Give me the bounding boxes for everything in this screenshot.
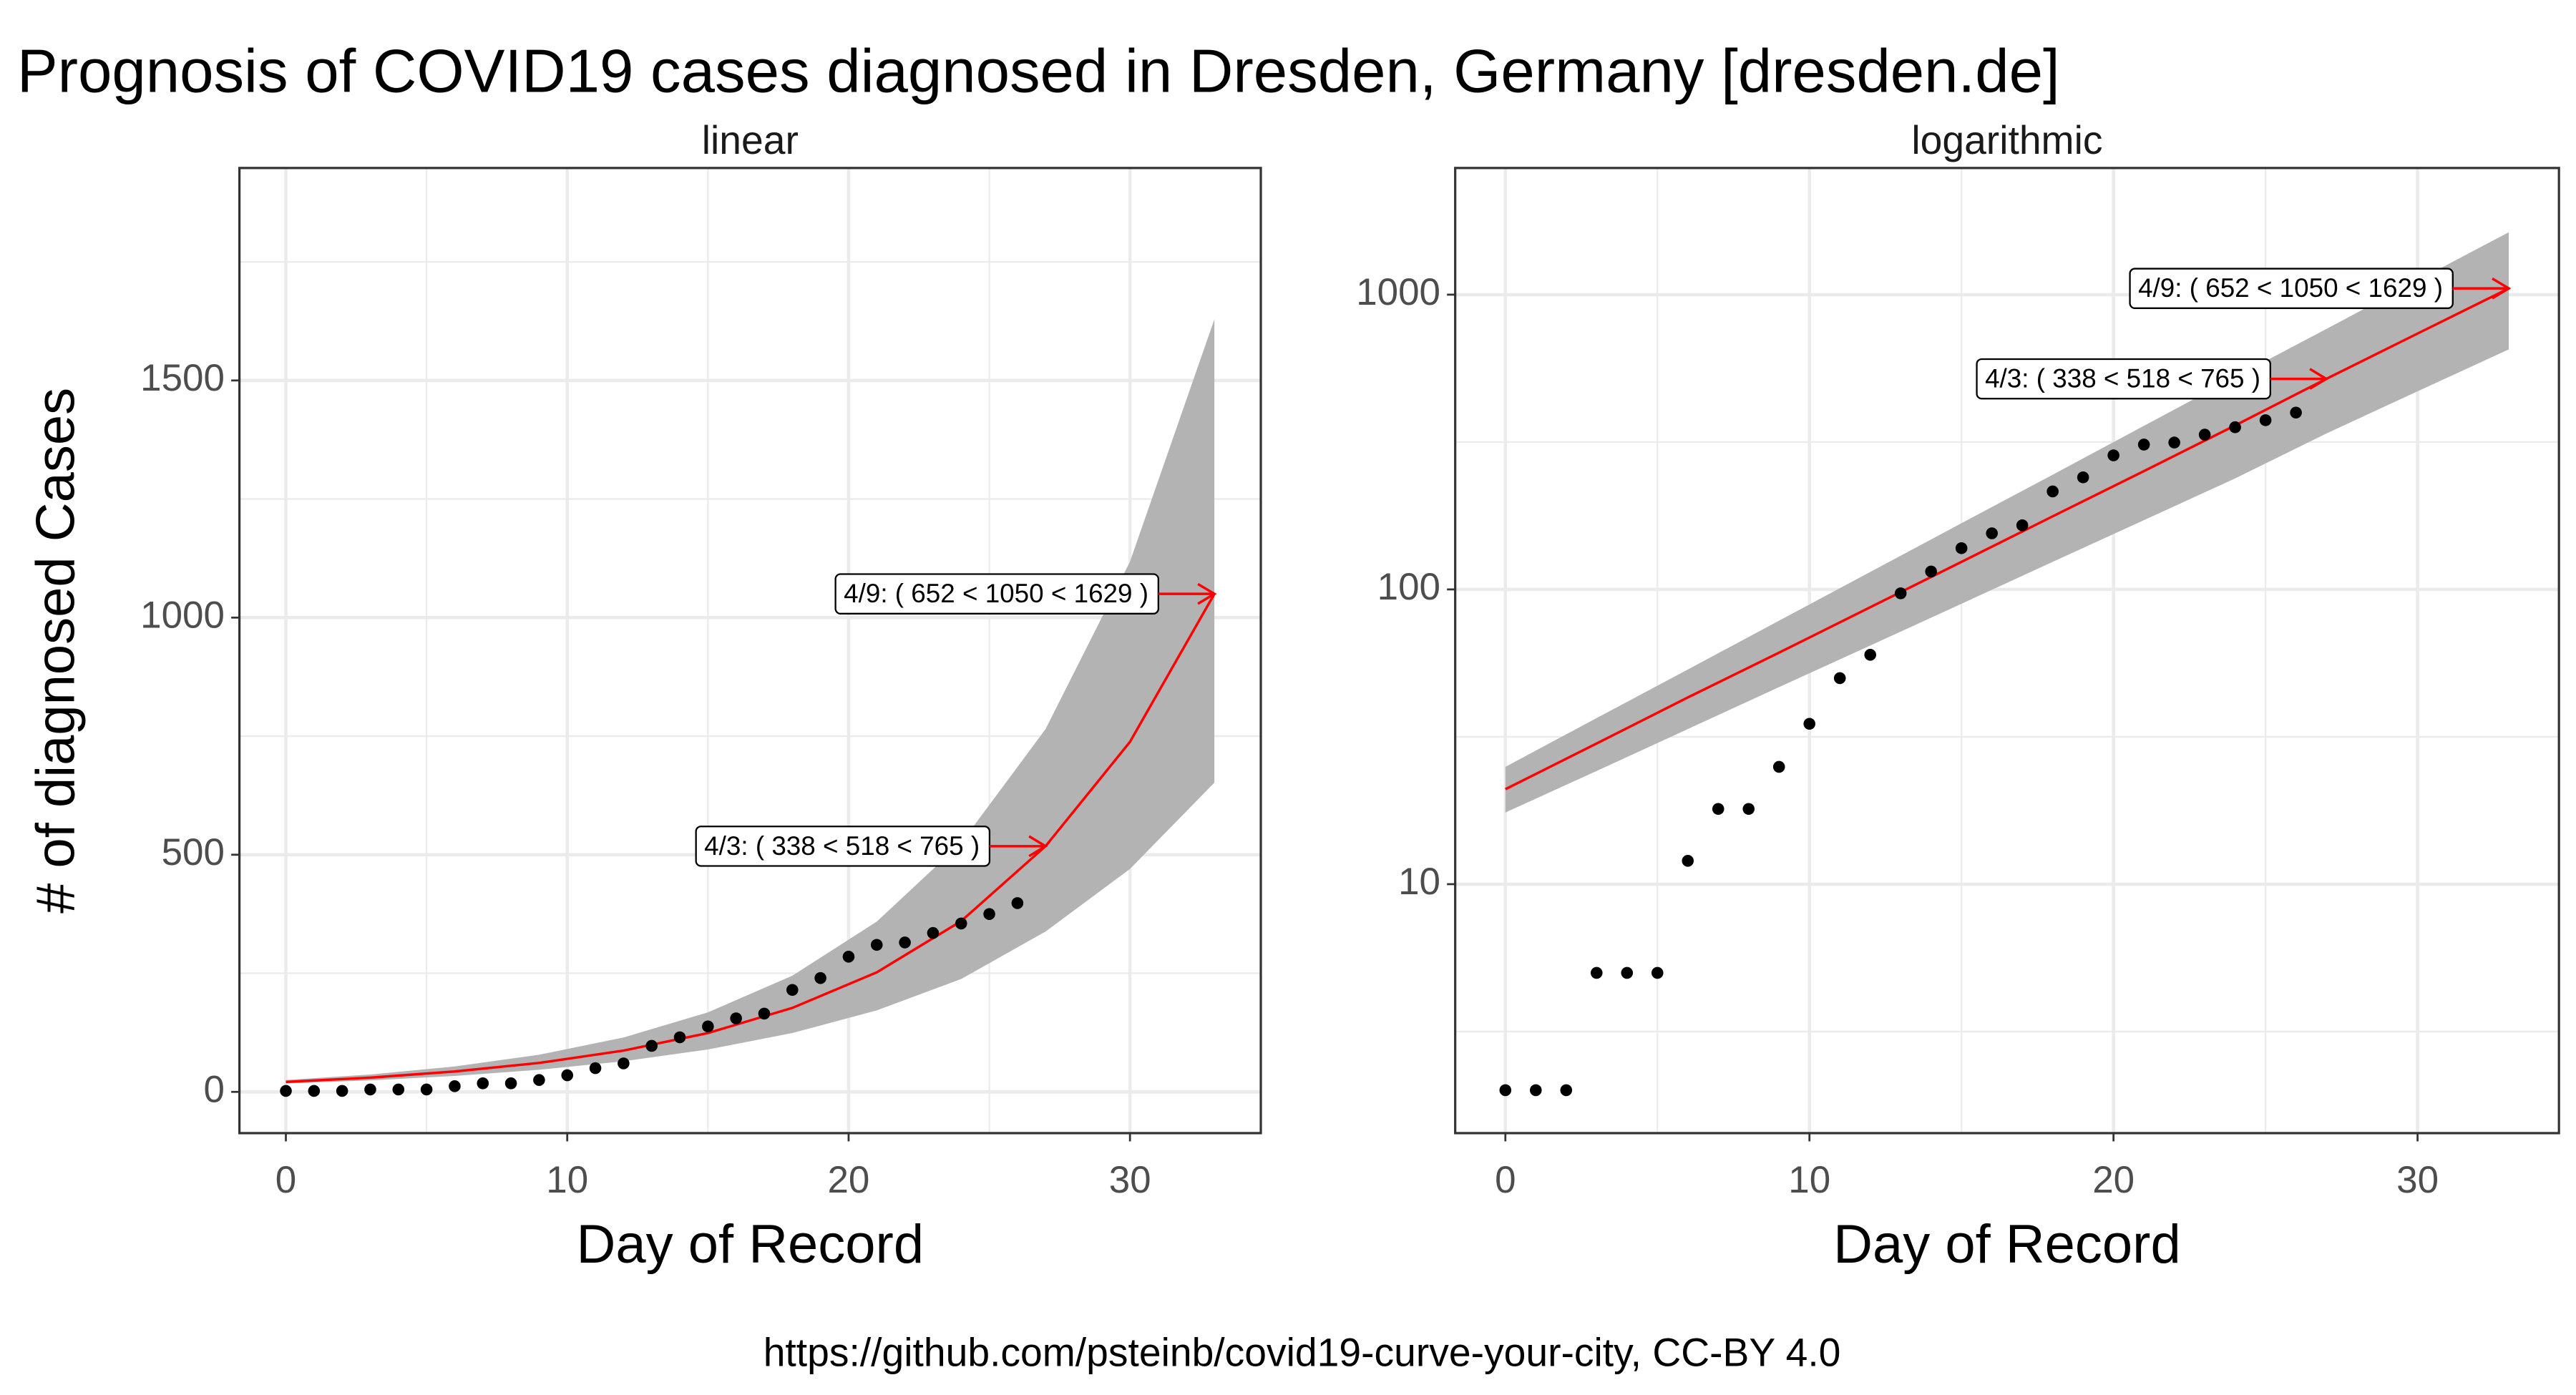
- figure-title: Prognosis of COVID19 cases diagnosed in …: [17, 37, 2060, 105]
- data-point: [2290, 406, 2302, 419]
- arrow-head: [2492, 277, 2512, 300]
- fit-line: [286, 593, 1216, 1084]
- annotation-label: 4/3: ( 338 < 518 < 765 ): [704, 831, 980, 861]
- data-point: [2168, 436, 2180, 449]
- x-tick-label: 20: [2092, 1159, 2135, 1201]
- data-point: [280, 1085, 292, 1097]
- data-point: [1682, 855, 1694, 867]
- data-point: [1925, 565, 1937, 578]
- data-point: [561, 1069, 574, 1082]
- arrow-head: [1028, 835, 1048, 858]
- data-point: [392, 1083, 405, 1096]
- panel-subtitle: logarithmic: [1911, 118, 2102, 162]
- panel-border: [238, 167, 1262, 1135]
- data-point: [364, 1083, 376, 1096]
- confidence-band: [286, 319, 1215, 1084]
- x-tick-label: 30: [1109, 1159, 1151, 1201]
- data-point: [589, 1062, 602, 1075]
- annotation-label: 4/3: ( 338 < 518 < 765 ): [1985, 364, 2260, 393]
- data-point: [477, 1077, 489, 1090]
- caption: https://github.com/psteinb/covid19-curve…: [763, 1330, 1841, 1374]
- data-point: [1712, 803, 1724, 816]
- data-point: [1894, 587, 1907, 599]
- data-point: [814, 971, 826, 984]
- panel: 10 100 1000 0 10 20 30 4/3: ( 338 < 518 < 765 )…: [1356, 118, 2560, 1275]
- data-point: [533, 1074, 545, 1086]
- y-tick-label: 1000: [140, 594, 225, 636]
- data-point: [786, 984, 799, 997]
- y-tick-label: 1500: [140, 357, 225, 399]
- data-point: [1955, 542, 1968, 554]
- data-point: [1529, 1084, 1542, 1097]
- data-point: [955, 917, 967, 930]
- data-point: [870, 939, 883, 951]
- data-point: [1833, 672, 1846, 685]
- data-point: [2259, 414, 2272, 426]
- y-tick-label: 10: [1398, 861, 1440, 903]
- data-point: [1742, 803, 1755, 816]
- data-point: [1651, 966, 1664, 979]
- y-tick-label: 0: [203, 1068, 224, 1110]
- data-point: [702, 1020, 714, 1033]
- x-tick-label: 10: [1788, 1159, 1830, 1201]
- x-tick-label: 30: [2396, 1159, 2439, 1201]
- annotation-box: [834, 573, 1160, 615]
- y-tick-label: 100: [1377, 566, 1440, 608]
- arrow-head: [1197, 582, 1217, 605]
- annotation-label: 4/9: ( 652 < 1050 < 1629 ): [844, 579, 1148, 608]
- data-point: [2137, 439, 2150, 451]
- data-point: [2077, 471, 2089, 484]
- panel-subtitle: linear: [702, 118, 799, 162]
- data-point: [1864, 649, 1876, 661]
- data-point: [420, 1083, 433, 1096]
- annotation-label: 4/9: ( 652 < 1050 < 1629 ): [2138, 273, 2443, 303]
- data-point: [1560, 1084, 1573, 1097]
- data-point: [730, 1012, 742, 1024]
- data-point: [618, 1057, 630, 1070]
- data-point: [2198, 429, 2211, 441]
- data-point: [1772, 760, 1785, 773]
- x-tick-label: 0: [1495, 1159, 1516, 1201]
- data-point: [899, 936, 911, 949]
- x-tick-label: 0: [275, 1159, 296, 1201]
- panel: 0 500 1000 1500 0 10 20 30 4/3: ( 338 < 518 < 76…: [26, 118, 1262, 1275]
- fit-line: [1505, 287, 2509, 790]
- arrow-head: [2309, 368, 2329, 390]
- data-point: [983, 908, 995, 920]
- data-point: [336, 1085, 348, 1097]
- panel-border: [1454, 167, 2560, 1135]
- data-point: [1011, 897, 1024, 909]
- data-point: [1499, 1084, 1512, 1097]
- data-point: [2229, 421, 2241, 434]
- data-point: [842, 951, 855, 963]
- data-point: [1986, 527, 1998, 539]
- y-axis-label: # of diagnosed Cases: [26, 388, 87, 914]
- data-point: [673, 1031, 686, 1044]
- data-point: [2016, 519, 2029, 532]
- x-axis-label: Day of Record: [1833, 1214, 2181, 1275]
- data-point: [308, 1085, 321, 1097]
- data-point: [504, 1077, 517, 1090]
- data-point: [645, 1039, 658, 1052]
- data-point: [927, 926, 940, 939]
- x-axis-label: Day of Record: [577, 1214, 924, 1275]
- data-point: [449, 1080, 461, 1092]
- y-tick-label: 500: [162, 831, 225, 873]
- data-point: [1621, 966, 1634, 979]
- data-point: [1803, 718, 1816, 730]
- x-tick-label: 20: [827, 1159, 869, 1201]
- data-point: [758, 1007, 771, 1020]
- y-tick-label: 1000: [1356, 271, 1440, 313]
- data-point: [1590, 966, 1603, 979]
- data-point: [2107, 449, 2119, 461]
- x-tick-label: 10: [546, 1159, 588, 1201]
- data-point: [2046, 485, 2059, 498]
